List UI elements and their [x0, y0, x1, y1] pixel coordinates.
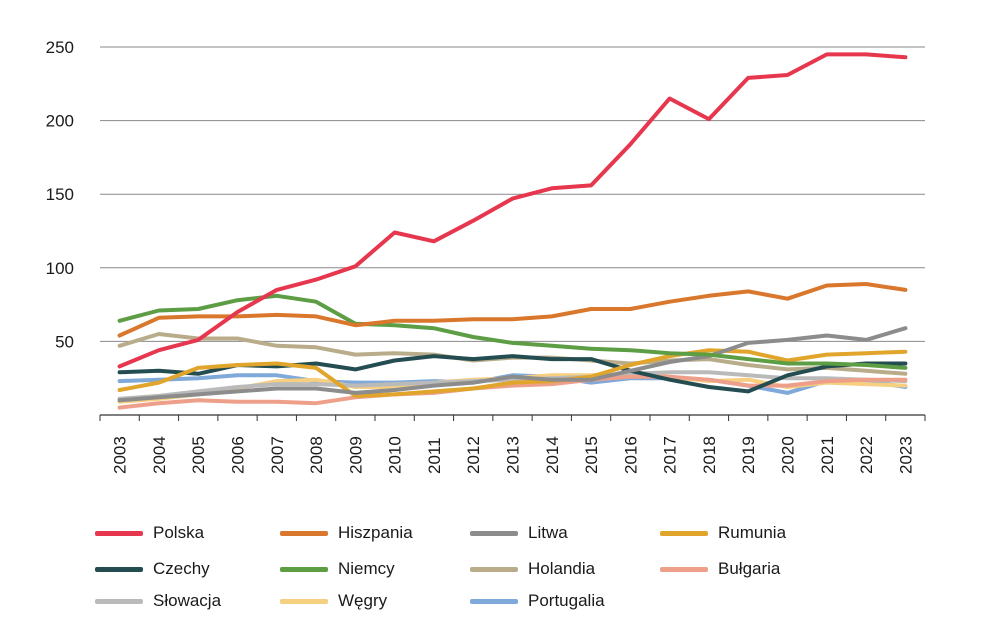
series-line-bułgaria [117, 374, 908, 410]
legend-swatch [660, 566, 708, 572]
legend-label: Czechy [153, 559, 210, 578]
series-line-polska [117, 52, 908, 369]
x-tick-label: 2020 [779, 436, 798, 474]
x-tick-label: 2006 [229, 436, 248, 474]
legend-label: Niemcy [338, 559, 395, 578]
legend-label: Słowacja [153, 591, 222, 610]
legend-item-slowacja: Słowacja [95, 588, 221, 614]
legend-swatch [470, 566, 518, 572]
x-tick-label: 2009 [346, 436, 365, 474]
legend-item-czechy: Czechy [95, 556, 210, 582]
legend-item-wegry: Węgry [280, 588, 387, 614]
series-line-słowacja [117, 370, 908, 401]
legend-swatch [95, 566, 143, 572]
legend-swatch [470, 530, 518, 536]
legend-swatch [660, 530, 708, 536]
x-tick-label: 2015 [582, 436, 601, 474]
x-tick-label: 2007 [268, 436, 287, 474]
x-tick-label: 2018 [700, 436, 719, 474]
legend-swatch [95, 530, 143, 536]
legend-item-hiszpania: Hiszpania [280, 520, 413, 546]
legend-label: Hiszpania [338, 523, 413, 542]
series-line-niemcy [117, 293, 908, 370]
legend-label: Węgry [338, 591, 388, 610]
x-tick-label: 2017 [661, 436, 680, 474]
x-tick-label: 2016 [621, 436, 640, 474]
y-tick-label: 100 [46, 259, 74, 278]
legend-swatch [280, 530, 328, 536]
y-tick-label: 50 [55, 332, 74, 351]
legend-swatch [470, 598, 518, 604]
x-tick-label: 2011 [425, 437, 444, 474]
legend-swatch [280, 566, 328, 572]
legend-item-niemcy: Niemcy [280, 556, 395, 582]
legend-item-rumunia: Rumunia [660, 520, 786, 546]
x-tick-label: 2010 [386, 436, 405, 474]
series-line-hiszpania [117, 282, 908, 338]
y-tick-label: 250 [46, 38, 74, 57]
series-lines [117, 52, 908, 410]
legend-swatch [280, 598, 328, 604]
series-line-litwa [117, 326, 908, 403]
legend-label: Holandia [528, 559, 596, 578]
legend-label: Rumunia [718, 523, 787, 542]
legend-label: Polska [153, 523, 205, 542]
x-tick-label: 2013 [504, 436, 523, 474]
legend-item-litwa: Litwa [470, 520, 568, 546]
legend-swatch [95, 598, 143, 604]
series-line-rumunia [117, 348, 908, 398]
legend-label: Bułgaria [718, 559, 781, 578]
y-tick-label: 150 [46, 185, 74, 204]
x-tick-label: 2012 [464, 436, 483, 474]
legend-item-bulgaria: Bułgaria [660, 556, 780, 582]
gridlines [100, 46, 925, 342]
legend-label: Litwa [528, 523, 568, 542]
y-axis-ticks: 50 100 150 200 250 [46, 38, 74, 351]
x-tick-label: 2022 [857, 436, 876, 474]
legend-label: Portugalia [528, 591, 605, 610]
x-tick-label: 2008 [307, 436, 326, 474]
x-axis-ticks: 2003 2004 2005 2006 2007 2008 2009 2010 2011 2012… [111, 436, 916, 474]
x-tick-label: 2005 [189, 436, 208, 474]
legend-item-holandia: Holandia [470, 556, 595, 582]
y-tick-label: 200 [46, 112, 74, 131]
x-tick-label: 2003 [111, 436, 130, 474]
x-tick-label: 2023 [896, 436, 915, 474]
x-axis [99, 414, 926, 421]
legend-item-portugalia: Portugalia [470, 588, 605, 614]
x-tick-label: 2019 [739, 436, 758, 474]
x-tick-label: 2014 [543, 436, 562, 474]
legend-item-polska: Polska [95, 520, 204, 546]
x-tick-label: 2004 [150, 436, 169, 474]
x-tick-label: 2021 [818, 436, 837, 474]
